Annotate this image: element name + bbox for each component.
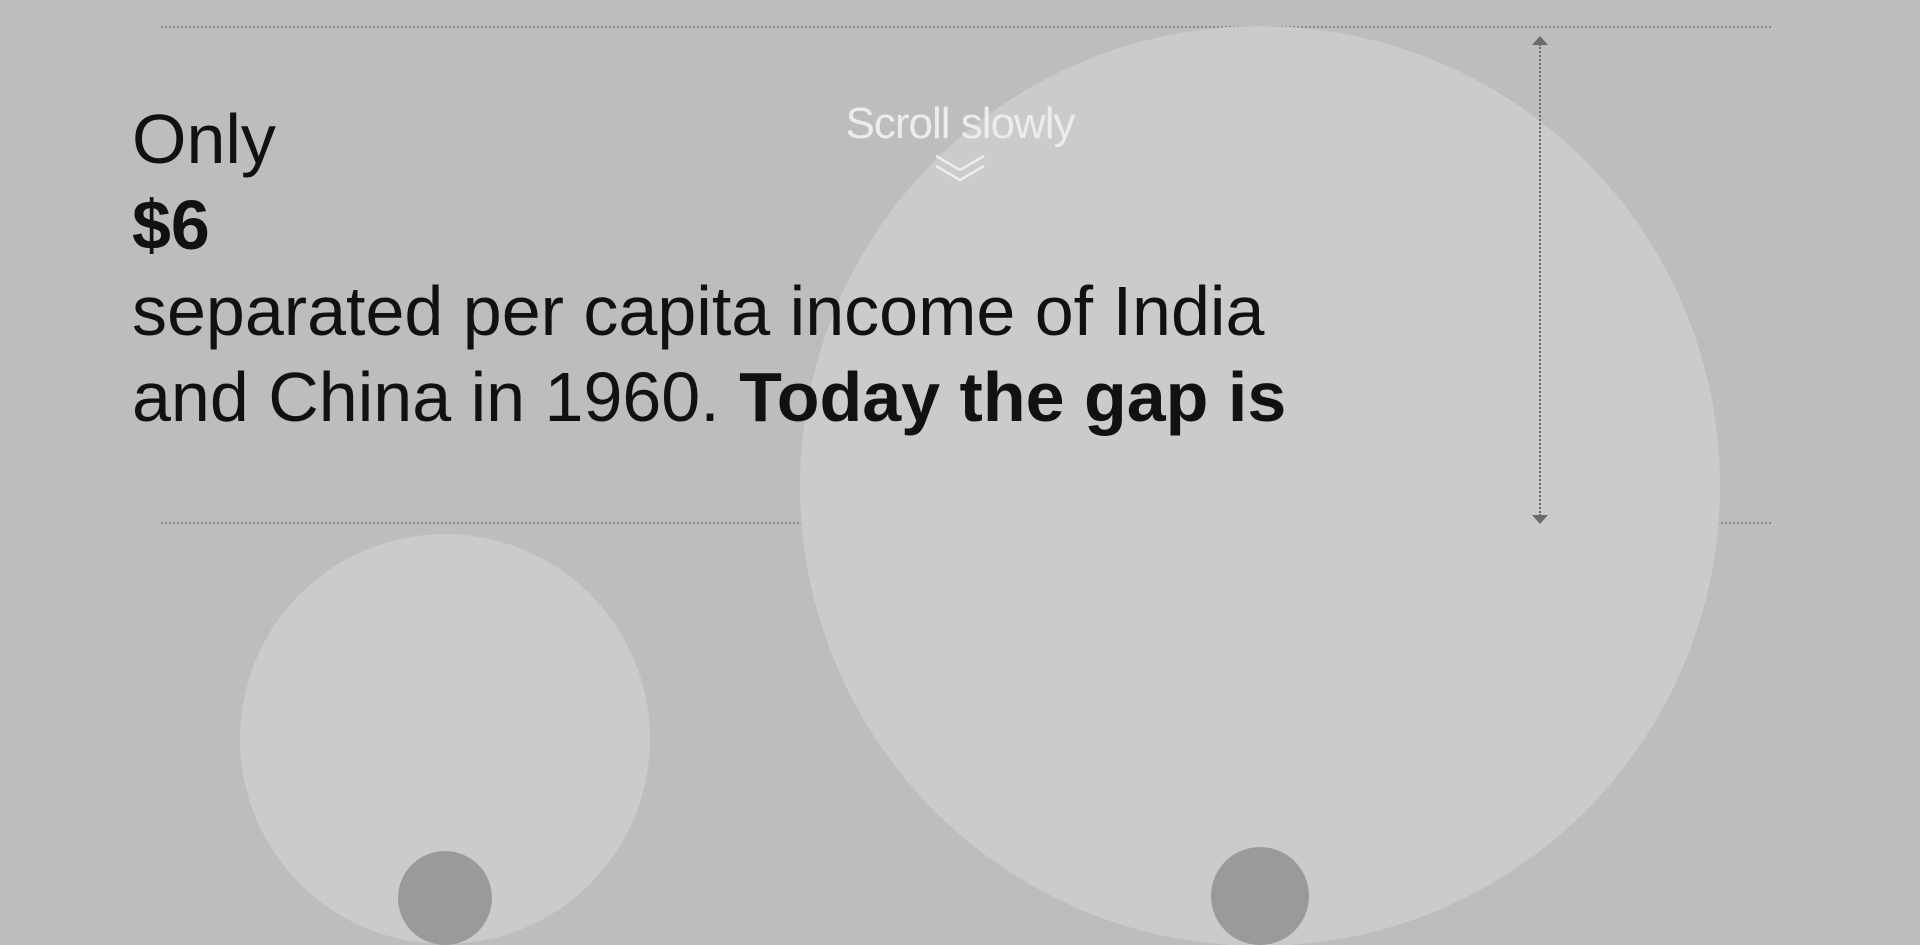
gap-measure-line: [1539, 44, 1541, 516]
china-1960-dot: [1211, 847, 1309, 945]
scroll-hint[interactable]: Scroll slowly: [820, 96, 1100, 186]
gap-measure-arrow: [1530, 36, 1550, 524]
scroll-hint-label: Scroll slowly: [845, 99, 1075, 148]
headline-body-line2: and China in 1960. Today the gap is: [132, 354, 1382, 440]
headline-body-regular: and China in 1960.: [132, 358, 740, 436]
india-1960-dot: [398, 851, 492, 945]
arrow-down-icon: [1532, 515, 1548, 524]
arrow-up-icon: [1532, 36, 1548, 45]
double-chevron-down-icon: [935, 154, 985, 182]
headline-gap-emphasis: Today the gap is: [739, 358, 1287, 436]
china-income-circle: [800, 26, 1720, 945]
top-guide-line: [161, 26, 1771, 28]
headline-intro: Only: [132, 100, 276, 178]
headline-amount: $6: [132, 186, 210, 264]
headline-text: Only $6 separated per capita income of I…: [132, 96, 1382, 440]
headline-body-line1: separated per capita income of India: [132, 272, 1265, 350]
